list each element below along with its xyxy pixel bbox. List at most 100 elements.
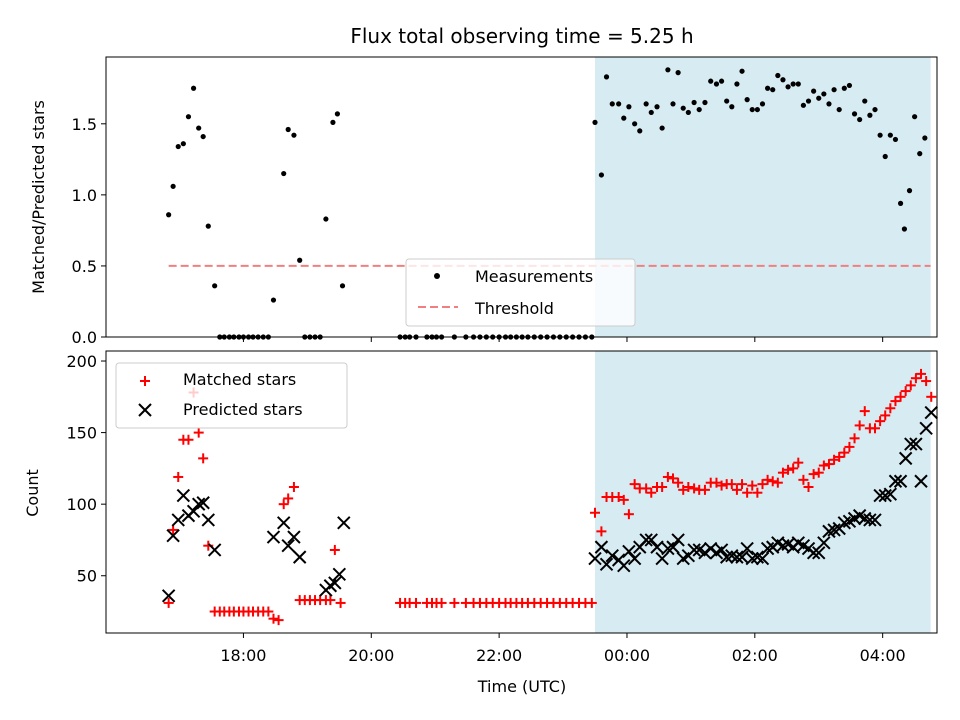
matched-star-point [263, 606, 274, 617]
measurement-point [800, 102, 807, 108]
measurement-point [190, 85, 197, 91]
matched-star-point [678, 484, 689, 495]
predicted-star-point [714, 543, 729, 557]
predicted-star-point [166, 528, 180, 543]
measurement-point [836, 106, 842, 113]
predicted-star-point [332, 567, 347, 582]
predicted-star-point [904, 437, 918, 451]
matched-star-point [849, 433, 860, 444]
measurement-point [632, 121, 638, 127]
measurement-point [166, 212, 172, 218]
matched-star-point [844, 441, 855, 452]
matched-star-point [662, 471, 673, 482]
predicted-star-point [914, 474, 928, 488]
legend-matched-marker [140, 376, 150, 386]
matched-star-point [411, 597, 422, 608]
matched-star-point [436, 597, 447, 608]
measurement-point [621, 115, 627, 121]
measurement-point [180, 141, 186, 147]
x-tick-label: 00:00 [604, 646, 650, 665]
x-axis-bottom: 18:00 20:00 22:00 00:00 02:00 04:00 [220, 633, 906, 665]
matched-star-point [926, 391, 937, 402]
measurement-point [323, 216, 329, 222]
x-tick-label: 22:00 [476, 646, 522, 665]
matched-star-point [657, 481, 668, 492]
measurement-point [821, 91, 827, 97]
predicted-star-point [292, 550, 307, 564]
measurement-point [770, 87, 776, 93]
predicted-star-point [719, 550, 734, 564]
measurement-point [897, 200, 904, 206]
predicted-star-point [740, 541, 754, 556]
bottom-panel: 50 100 150 200 18:00 20:00 22:00 00:00 02:00 04:… [23, 350, 938, 696]
matched-star-point [731, 484, 742, 495]
measurement-point [724, 98, 730, 104]
predicted-star-point [898, 451, 913, 466]
matched-star-point [875, 416, 886, 427]
matched-star-point [168, 524, 179, 535]
legend-measurements-marker [434, 273, 440, 279]
predicted-star-point [909, 437, 923, 451]
legend-top: Measurements Threshold [405, 258, 636, 327]
measurement-point [744, 97, 750, 103]
predicted-star-point [750, 550, 765, 564]
matched-star-point [641, 483, 652, 494]
predicted-star-point [655, 551, 669, 566]
predicted-star-point [191, 497, 206, 511]
predicted-star-point [687, 543, 701, 557]
measurement-point [846, 82, 853, 89]
predicted-star-point [161, 589, 176, 603]
measurement-point [270, 297, 277, 303]
legend-measurements-label: Measurements [475, 267, 593, 286]
measurement-point [339, 283, 346, 289]
predicted-star-point [893, 474, 908, 488]
matched-star-point [742, 487, 753, 498]
predicted-star-point [888, 474, 903, 488]
matched-star-point [921, 376, 932, 387]
matched-star-point [726, 479, 737, 490]
legend-predicted-marker [138, 403, 152, 417]
matched-star-point [818, 460, 829, 471]
matched-star-point [689, 483, 700, 494]
measurement-point [759, 101, 766, 107]
measurement-point [754, 106, 760, 113]
y-tick-label: 0.5 [72, 257, 97, 276]
axes-frame-bottom [105, 350, 938, 634]
predicted-star-point [328, 576, 342, 590]
matched-star-point [757, 479, 768, 490]
measurement-point [862, 98, 868, 104]
measurement-point [713, 81, 720, 87]
predicted-star-point [266, 530, 281, 544]
axes-frame-top [105, 56, 938, 338]
legend-threshold-label: Threshold [474, 299, 554, 318]
matched-star-point [793, 457, 804, 468]
measurement-point [334, 111, 341, 117]
predicted-star-point [837, 516, 852, 530]
predicted-star-point [704, 541, 718, 556]
predicted-star-point [919, 421, 933, 436]
measurement-point [205, 223, 211, 229]
matched-star-point [783, 464, 794, 475]
measurement-point [841, 85, 847, 91]
matched-star-point [839, 447, 850, 458]
measurement-point [643, 101, 649, 107]
measurement-point [826, 101, 832, 107]
predicted-star-point [817, 536, 831, 550]
legend-predicted-label: Predicted stars [183, 400, 303, 419]
y-axis-top: 0.0 0.5 1.0 1.5 [72, 115, 106, 347]
matched-star-point [183, 434, 194, 445]
matched-star-point [854, 420, 865, 431]
measurement-point [857, 116, 863, 123]
predicted-star-point [745, 551, 759, 566]
predicted-star-point [806, 546, 821, 560]
measurement-point [616, 101, 622, 107]
predicted-star-point [650, 540, 664, 554]
matched-star-point [623, 509, 634, 520]
matched-star-point [683, 481, 694, 492]
matched-star-point [711, 477, 722, 488]
matched-star-point [890, 396, 901, 407]
measurement-point [654, 104, 660, 110]
matched-star-point [905, 380, 916, 391]
y-axis-bottom: 50 100 150 200 [66, 352, 106, 586]
matched-star-point [752, 487, 763, 498]
